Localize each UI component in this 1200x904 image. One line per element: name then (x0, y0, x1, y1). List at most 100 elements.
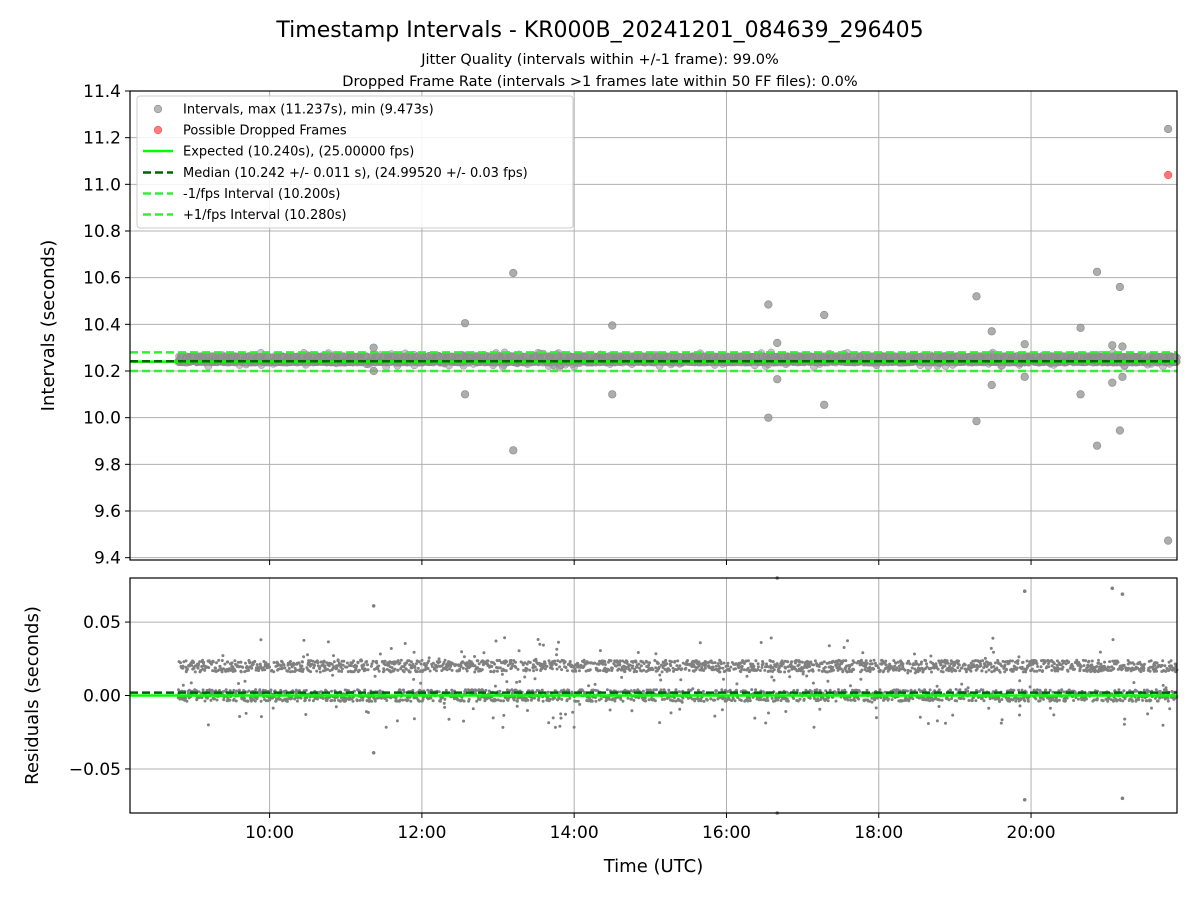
residual-point (526, 709, 529, 712)
y-tick-label: 11.0 (83, 175, 121, 195)
residual-point (283, 667, 286, 670)
residual-point (468, 698, 471, 701)
residual-point (221, 654, 224, 657)
interval-outlier-point (608, 391, 616, 399)
residual-point (473, 671, 476, 674)
residual-point (335, 705, 338, 708)
residual-point (331, 674, 334, 677)
interval-outlier-point (765, 414, 773, 422)
residual-point (202, 661, 205, 664)
residual-point (283, 664, 286, 667)
residual-point (473, 655, 476, 658)
residual-point (448, 718, 451, 721)
residual-point (510, 659, 513, 662)
interval-outlier-point (1119, 373, 1127, 381)
residual-point (226, 660, 229, 663)
residual-point (295, 669, 298, 672)
interval-outlier-point (1108, 342, 1116, 350)
residual-point (250, 667, 253, 670)
residual-point (443, 698, 446, 701)
residual-point (432, 699, 435, 702)
interval-outlier-point (370, 344, 378, 352)
residual-point (498, 690, 501, 693)
interval-outlier-point (509, 447, 517, 455)
residual-point (244, 680, 247, 683)
residual-point (207, 666, 210, 669)
residual-point (361, 699, 364, 702)
residual-point (505, 680, 508, 683)
residual-point (206, 697, 209, 700)
residual-point (241, 666, 244, 669)
residual-point (362, 664, 365, 667)
residual-point (476, 659, 479, 662)
residual-point (215, 661, 218, 664)
residual-point (462, 720, 465, 723)
chart-subtitle-dropped: Dropped Frame Rate (intervals >1 frames … (342, 74, 857, 90)
residual-point (330, 699, 333, 702)
residual-point (300, 697, 303, 700)
residual-point (233, 659, 236, 662)
residual-point (419, 682, 422, 685)
interval-outlier-point (1021, 340, 1029, 348)
residual-point (185, 700, 188, 703)
residual-point (370, 665, 373, 668)
residual-point (330, 690, 333, 693)
residual-point (377, 665, 380, 668)
interval-outlier-point (1116, 427, 1124, 435)
residual-point (367, 711, 370, 714)
residual-point (359, 699, 362, 702)
residual-point (333, 660, 336, 663)
residual-point (537, 638, 540, 641)
residual-point (360, 659, 363, 662)
residual-point (302, 655, 305, 658)
residual-point (268, 666, 271, 669)
residual-point (515, 681, 518, 684)
residual-point (517, 668, 520, 671)
residual-point (286, 700, 289, 703)
residual-point (302, 668, 305, 671)
residual-point (184, 697, 187, 700)
residual-point (378, 670, 381, 673)
interval-outlier-point (820, 311, 828, 319)
residual-point (383, 669, 386, 672)
residual-point (182, 684, 185, 687)
residual-point (499, 699, 502, 702)
residual-point (333, 699, 336, 702)
residual-point (489, 670, 492, 673)
residual-point (417, 667, 420, 670)
residual-point (499, 666, 502, 669)
residual-point (516, 705, 519, 708)
residual-point (272, 670, 275, 673)
residual-point (296, 700, 299, 703)
residual-point (532, 669, 535, 672)
y-tick-label: 9.8 (94, 455, 121, 475)
residual-point (372, 660, 375, 663)
residual-point (240, 670, 243, 673)
residual-point (237, 682, 240, 685)
residual-point (231, 661, 234, 664)
interval-outlier-point (973, 293, 981, 301)
residual-point (537, 699, 540, 702)
residual-point (207, 723, 210, 726)
residual-point (451, 669, 454, 672)
chart-subtitle-jitter: Jitter Quality (intervals within +/-1 fr… (420, 52, 779, 68)
residual-point (401, 699, 404, 702)
residual-point (185, 659, 188, 662)
residual-point (502, 714, 505, 717)
residual-point (214, 667, 217, 670)
residual-point (339, 700, 342, 703)
residual-point (228, 699, 231, 702)
residual-point (313, 664, 316, 667)
intervals-y-axis-label: Intervals (seconds) (38, 240, 59, 412)
residual-point (502, 699, 505, 702)
residual-point (403, 691, 406, 694)
residual-point (352, 659, 355, 662)
residual-point (405, 668, 408, 671)
residual-point (345, 666, 348, 669)
legend-marker-dropped (154, 126, 162, 134)
residual-point (460, 650, 463, 653)
residual-point (443, 706, 446, 709)
interval-outlier-point (1119, 343, 1127, 351)
residual-point (414, 666, 417, 669)
